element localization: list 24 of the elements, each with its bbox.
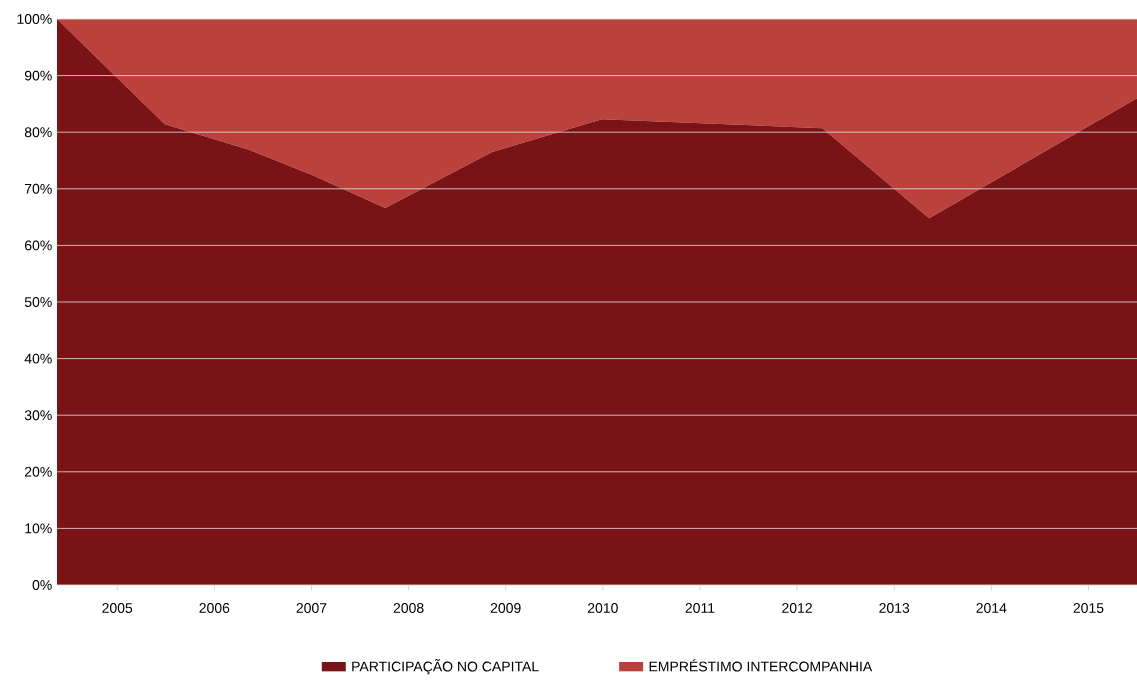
x-tick-label: 2011 [685,603,715,613]
legend-label: PARTICIPAÇÃO NO CAPITAL [352,659,539,675]
x-tick-label: 2005 [102,603,133,613]
y-tick-label: 40% [24,353,52,364]
x-tick-label: 2013 [879,603,910,613]
x-tick-label: 2007 [296,603,327,613]
x-tick-label: 2015 [1073,603,1104,613]
x-tick-label: 2008 [393,603,424,613]
y-tick-label: 70% [24,183,52,194]
y-tick-label: 10% [25,523,52,534]
y-tick-label: 60% [24,240,52,251]
y-tick-label: 100% [17,14,52,24]
y-tick-label: 50% [24,297,52,307]
y-tick-label: 0% [32,580,52,590]
x-tick-label: 2012 [782,603,812,613]
x-tick-label: 2006 [199,603,230,613]
x-tick-label: 2010 [587,603,618,613]
x-tick-label: 2009 [490,603,521,613]
y-tick-label: 90% [24,70,52,81]
x-tick-label: 2014 [976,603,1007,613]
legend-label: EMPRÉSTIMO INTERCOMPANHIA [649,659,873,672]
y-tick-label: 80% [24,127,52,138]
y-tick-label: 30% [24,410,52,421]
y-tick-label: 20% [24,466,52,477]
